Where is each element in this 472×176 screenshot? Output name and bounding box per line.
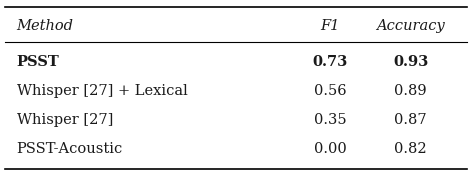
Text: 0.89: 0.89 <box>394 84 427 98</box>
Text: 0.82: 0.82 <box>394 142 427 156</box>
Text: Accuracy: Accuracy <box>376 18 445 33</box>
Text: Whisper [27] + Lexical: Whisper [27] + Lexical <box>17 84 187 98</box>
Text: Method: Method <box>17 18 74 33</box>
Text: 0.56: 0.56 <box>314 84 347 98</box>
Text: F1: F1 <box>320 18 340 33</box>
Text: 0.00: 0.00 <box>314 142 347 156</box>
Text: PSST: PSST <box>17 55 59 69</box>
Text: 0.93: 0.93 <box>393 55 428 69</box>
Text: 0.35: 0.35 <box>314 113 347 127</box>
Text: 0.87: 0.87 <box>394 113 427 127</box>
Text: Whisper [27]: Whisper [27] <box>17 113 113 127</box>
Text: 0.73: 0.73 <box>313 55 348 69</box>
Text: PSST-Acoustic: PSST-Acoustic <box>17 142 123 156</box>
